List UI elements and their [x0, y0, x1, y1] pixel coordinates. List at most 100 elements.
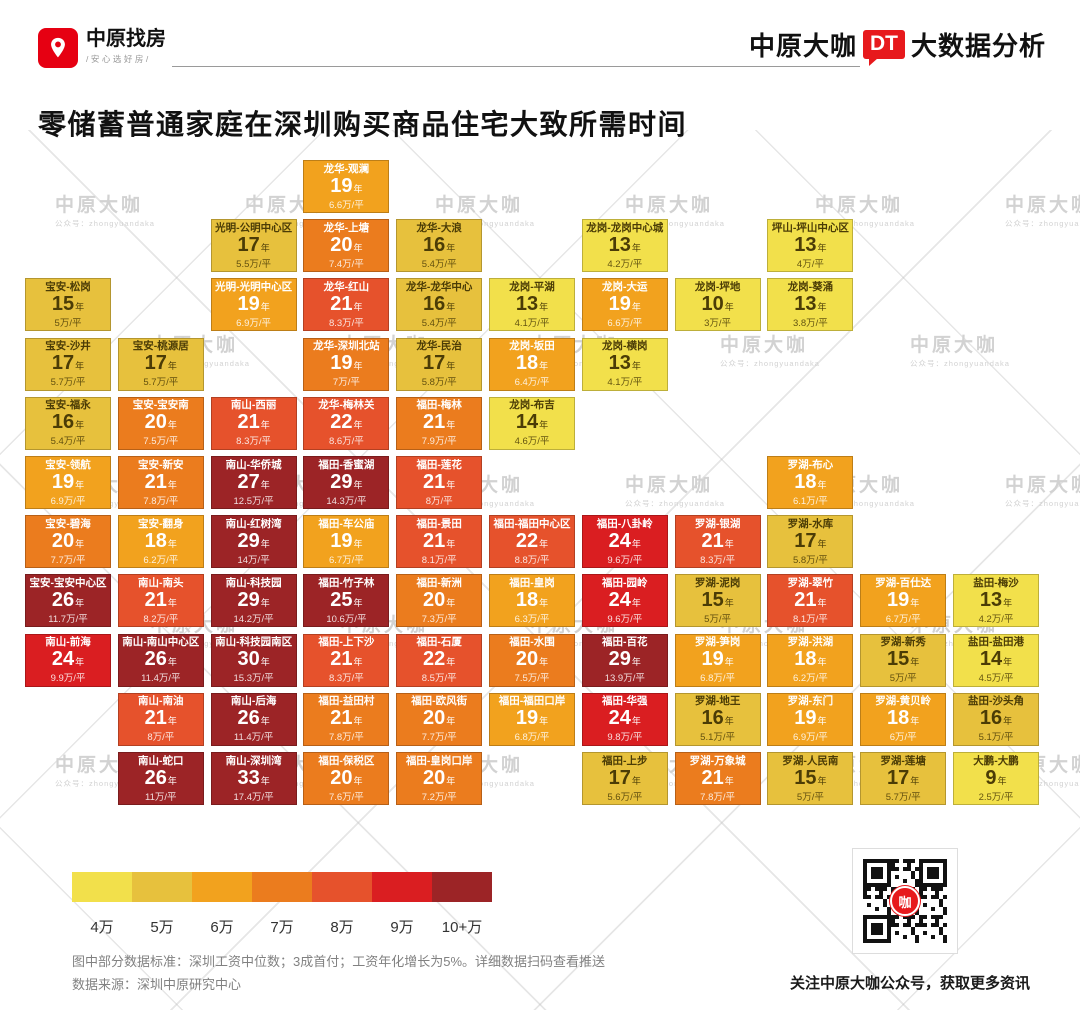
district-tile: 宝安-沙井 17年 5.7万/平 [25, 337, 111, 391]
district-name: 福田-香蜜湖 [318, 458, 375, 471]
district-tile: 宝安-领航 19年 6.9万/平 [25, 456, 111, 509]
district-name: 龙岗-平湖 [509, 280, 555, 293]
district-tile: 福田-华强 24年 9.8万/平 [581, 692, 668, 746]
price-value: 5.5万/平 [236, 258, 272, 270]
district-name: 龙岗-葵涌 [787, 280, 834, 293]
price-value: 7.8万/平 [328, 732, 364, 744]
price-value: 5万/平 [796, 791, 824, 803]
district-name: 罗湖-水库 [787, 517, 834, 530]
years-value: 29年 [608, 648, 641, 671]
district-tile: 罗湖-翠竹 21年 8.1万/平 [767, 574, 854, 628]
years-value: 20年 [144, 411, 177, 434]
district-tile: 龙岗-坂田 18年 6.4万/平 [489, 337, 575, 391]
years-value: 13年 [515, 292, 549, 315]
years-value: 13年 [608, 352, 641, 375]
price-value: 5万/平 [889, 673, 917, 685]
years-value: 24年 [51, 648, 85, 671]
price-value: 8万/平 [425, 495, 453, 507]
district-tile: 罗湖-泥岗 15年 5万/平 [674, 574, 761, 628]
years-value: 21年 [423, 470, 456, 493]
price-value: 8.6万/平 [328, 436, 364, 448]
district-name: 宝安-新安 [138, 458, 184, 471]
price-value: 6.8万/平 [700, 673, 736, 685]
district-tile: 龙岗-大运 19年 6.6万/平 [581, 278, 668, 332]
district-tile: 福田-水围 20年 7.5万/平 [489, 633, 575, 687]
district-tile: 宝安-宝安中心区 26年 11.7万/平 [25, 574, 111, 628]
district-tile: 南山-华侨城 27年 12.5万/平 [210, 456, 297, 509]
legend-swatch [372, 872, 432, 902]
legend-label: 5万 [150, 919, 174, 936]
years-value: 20年 [423, 766, 456, 789]
years-value: 25年 [330, 588, 363, 611]
legend-label: 9万 [390, 919, 414, 936]
district-tile: 福田-保税区 20年 7.6万/平 [303, 752, 390, 805]
years-value: 17年 [144, 352, 177, 375]
price-value: 7.8万/平 [700, 791, 736, 803]
district-name: 罗湖-布心 [787, 458, 834, 471]
district-name: 南山-南油 [138, 695, 184, 708]
district-name: 龙岗-横岗 [602, 340, 648, 353]
price-value: 7.7万/平 [421, 732, 457, 744]
location-pin-icon [38, 28, 78, 68]
district-tile: 大鹏-大鹏 9年 2.5万/平 [953, 752, 1039, 805]
district-name: 罗湖-笋岗 [694, 636, 741, 649]
district-tile: 龙华-大浪 16年 5.4万/平 [396, 219, 483, 273]
years-value: 13年 [608, 233, 641, 256]
years-value: 29年 [330, 470, 363, 493]
price-value: 7.5万/平 [514, 673, 550, 685]
brand-name: 中原大咖 [748, 31, 857, 61]
years-value: 17年 [608, 766, 641, 789]
district-tile: 光明-公明中心区 17年 5.5万/平 [210, 219, 297, 273]
price-value: 7.5万/平 [143, 436, 179, 448]
years-value: 15年 [701, 588, 734, 611]
legend-swatch [432, 872, 492, 902]
price-value: 5.4万/平 [50, 436, 86, 448]
page-title: 零储蓄普通家庭在深圳购买商品住宅大致所需时间 [38, 108, 688, 140]
district-tile: 罗湖-新秀 15年 5万/平 [860, 633, 947, 687]
price-value: 6.7万/平 [885, 613, 921, 625]
district-tile: 盐田-沙头角 16年 5.1万/平 [953, 692, 1039, 746]
price-value: 5.1万/平 [978, 732, 1014, 744]
district-name: 罗湖-新秀 [880, 636, 926, 649]
district-name: 罗湖-黄贝岭 [875, 695, 932, 708]
years-value: 26年 [51, 588, 85, 611]
years-value: 20年 [423, 707, 456, 730]
legend: 4万 5万 6万 7万 8万 9万 10+万 [72, 872, 492, 937]
price-value: 5.1万/平 [700, 732, 736, 744]
district-name: 龙华-红山 [323, 280, 370, 293]
district-name: 南山-深圳湾 [225, 754, 282, 767]
district-tile: 南山-科技园南区 30年 15.3万/平 [210, 633, 297, 687]
footnotes: 图中部分数据标准：深圳工资中位数；3成首付；工资年化增长为5%。详细数据扫码查看… [72, 950, 605, 996]
district-name: 福田-皇岗口岸 [405, 754, 473, 767]
district-name: 宝安-宝安中心区 [29, 576, 107, 589]
district-name: 福田-福田口岸 [498, 695, 566, 708]
district-name: 龙岗-坂田 [509, 340, 555, 353]
years-value: 18年 [515, 588, 549, 611]
years-value: 16年 [51, 411, 85, 434]
district-name: 罗湖-人民南 [782, 754, 839, 767]
district-tile: 福田-新洲 20年 7.3万/平 [396, 574, 483, 628]
years-value: 29年 [237, 588, 270, 611]
watermark-stamp: 中原大咖公众号：zhongyuandaka [815, 195, 915, 228]
district-tile: 盐田-梅沙 13年 4.2万/平 [953, 574, 1039, 628]
legend-labels: 4万 5万 6万 7万 8万 9万 10+万 [72, 916, 492, 937]
price-value: 6万/平 [889, 732, 917, 744]
price-value: 8.3万/平 [328, 317, 364, 329]
price-value: 6.4万/平 [514, 377, 550, 389]
legend-label: 8万 [330, 919, 354, 936]
price-value: 7.8万/平 [143, 495, 179, 507]
years-value: 29年 [237, 529, 270, 552]
watermark-stamp: 中原大咖公众号：zhongyuandaka [720, 335, 820, 368]
district-tile: 宝安-福永 16年 5.4万/平 [25, 396, 111, 450]
years-value: 20年 [330, 766, 363, 789]
district-name: 罗湖-莲塘 [880, 754, 926, 767]
district-name: 南山-红树湾 [225, 517, 282, 530]
years-value: 19年 [701, 648, 734, 671]
years-value: 20年 [51, 529, 85, 552]
district-tile: 宝安-碧海 20年 7.7万/平 [25, 515, 111, 569]
price-value: 4.1万/平 [514, 317, 550, 329]
price-value: 8.3万/平 [328, 673, 364, 685]
price-value: 13.9万/平 [604, 673, 645, 685]
district-tile: 南山-深圳湾 33年 17.4万/平 [210, 752, 297, 805]
district-name: 龙华-深圳北站 [313, 340, 380, 353]
